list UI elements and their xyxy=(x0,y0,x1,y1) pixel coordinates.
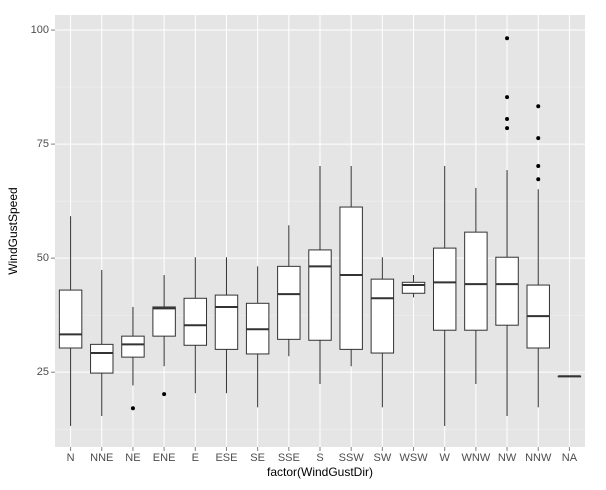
x-tick-label: SE xyxy=(250,452,265,464)
outlier xyxy=(130,406,135,411)
x-tick-label: NNE xyxy=(90,452,113,464)
x-tick-label: W xyxy=(440,452,451,464)
outlier xyxy=(536,136,541,141)
box xyxy=(495,256,519,326)
box xyxy=(58,289,83,349)
x-axis-title: factor(WindGustDir) xyxy=(267,465,373,479)
outlier xyxy=(505,36,510,41)
x-tick-label: WNW xyxy=(462,452,491,464)
x-tick-label: S xyxy=(316,452,323,464)
outlier xyxy=(162,392,167,397)
x-tick-label: SW xyxy=(373,452,391,464)
box xyxy=(370,278,395,354)
outlier xyxy=(536,104,541,109)
y-axis-title: WindGustSpeed xyxy=(6,187,20,274)
outlier xyxy=(505,95,510,100)
box xyxy=(121,335,145,358)
box xyxy=(401,281,426,294)
box xyxy=(214,294,239,350)
y-tick-label: 100 xyxy=(31,24,49,36)
outlier xyxy=(505,117,510,122)
box xyxy=(90,343,114,374)
x-tick-label: ESE xyxy=(215,452,237,464)
x-tick-label: NE xyxy=(125,452,140,464)
box xyxy=(464,231,488,331)
x-tick-label: SSW xyxy=(339,452,365,464)
y-tick-label: 50 xyxy=(37,252,49,264)
box xyxy=(183,297,208,346)
outlier xyxy=(536,163,541,168)
box xyxy=(432,247,457,331)
x-tick-label: WSW xyxy=(399,452,428,464)
y-tick-label: 75 xyxy=(37,138,49,150)
x-tick-label: E xyxy=(192,452,199,464)
x-tick-label: NA xyxy=(562,452,578,464)
x-tick-label: ENE xyxy=(153,452,176,464)
outlier xyxy=(505,126,510,131)
box xyxy=(152,306,176,337)
box xyxy=(277,265,301,340)
x-tick-label: N xyxy=(67,452,75,464)
x-tick-label: NNW xyxy=(525,452,552,464)
x-tick-label: SSE xyxy=(278,452,300,464)
x-tick-label: NW xyxy=(498,452,517,464)
y-tick-label: 25 xyxy=(37,366,49,378)
box xyxy=(339,206,363,350)
outlier xyxy=(536,177,541,182)
box xyxy=(308,249,332,341)
